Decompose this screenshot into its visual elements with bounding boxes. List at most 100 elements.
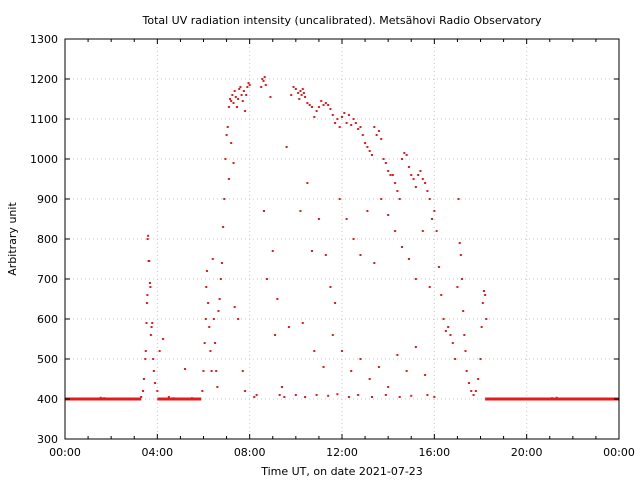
data-point xyxy=(208,326,211,328)
data-point xyxy=(428,286,431,288)
data-point xyxy=(144,350,147,352)
data-point xyxy=(459,254,462,256)
data-point xyxy=(204,318,207,320)
data-point xyxy=(218,298,221,300)
x-tick-label: 16:00 xyxy=(418,446,450,459)
data-point xyxy=(461,278,464,280)
data-point xyxy=(229,98,232,100)
data-point xyxy=(262,80,265,82)
data-point xyxy=(371,396,374,398)
data-point xyxy=(384,394,387,396)
data-point xyxy=(462,310,465,312)
y-tick-label: 300 xyxy=(37,433,58,446)
data-point xyxy=(276,298,279,300)
x-tick-label: 00:00 xyxy=(603,446,635,459)
data-point xyxy=(447,326,450,328)
data-point xyxy=(421,178,424,180)
data-point xyxy=(246,86,249,88)
data-point xyxy=(300,94,303,96)
data-point xyxy=(142,390,145,392)
data-point xyxy=(458,242,461,244)
data-point xyxy=(345,122,348,124)
data-point xyxy=(359,126,362,128)
data-point xyxy=(322,104,325,106)
data-point xyxy=(225,134,228,136)
data-point xyxy=(184,368,187,370)
data-point xyxy=(264,84,267,86)
data-point xyxy=(142,378,145,380)
data-point xyxy=(380,138,383,140)
data-point xyxy=(338,198,341,200)
data-point xyxy=(465,370,468,372)
x-tick-label: 00:00 xyxy=(49,446,81,459)
data-point xyxy=(227,178,230,180)
data-points xyxy=(99,76,558,400)
data-point xyxy=(294,394,297,396)
data-point xyxy=(551,397,554,400)
data-point xyxy=(435,230,438,232)
data-point xyxy=(350,124,353,126)
data-point xyxy=(412,178,415,180)
data-point xyxy=(317,218,320,220)
data-point xyxy=(210,370,213,372)
data-point xyxy=(352,238,355,240)
y-tick-label: 400 xyxy=(37,393,58,406)
data-point xyxy=(359,254,362,256)
data-point xyxy=(470,390,473,392)
data-point xyxy=(398,396,401,398)
data-point xyxy=(479,358,482,360)
data-point xyxy=(414,186,417,188)
data-point xyxy=(417,174,420,176)
data-point xyxy=(357,128,360,130)
data-point xyxy=(482,290,485,292)
data-point xyxy=(396,354,399,356)
data-point xyxy=(387,386,390,388)
data-point xyxy=(217,310,220,312)
data-point xyxy=(338,126,341,128)
data-point xyxy=(410,394,413,397)
data-point xyxy=(263,76,266,78)
data-point xyxy=(474,390,477,392)
data-point xyxy=(220,262,223,264)
data-point xyxy=(401,158,404,160)
data-point xyxy=(310,106,313,108)
data-point xyxy=(373,126,376,128)
data-point xyxy=(317,106,320,108)
y-tick-label: 700 xyxy=(37,273,58,286)
data-point xyxy=(440,294,443,296)
data-point xyxy=(456,286,459,288)
data-point xyxy=(146,294,149,296)
data-point xyxy=(149,286,152,288)
data-point xyxy=(145,302,148,304)
data-point xyxy=(247,82,250,84)
data-point xyxy=(219,278,222,280)
data-point xyxy=(472,394,475,396)
data-point xyxy=(230,142,233,144)
data-point xyxy=(237,318,240,320)
data-point xyxy=(205,270,208,272)
data-point xyxy=(167,396,170,398)
data-point xyxy=(375,134,378,136)
data-point xyxy=(347,114,350,116)
data-point xyxy=(377,130,380,132)
data-point xyxy=(227,106,230,108)
data-point xyxy=(324,102,327,104)
data-point xyxy=(299,90,302,92)
data-point xyxy=(214,342,217,344)
data-point xyxy=(237,98,240,100)
x-tick-label: 20:00 xyxy=(511,446,543,459)
data-point xyxy=(145,322,148,324)
data-point xyxy=(301,322,304,324)
y-tick-label: 900 xyxy=(37,193,58,206)
data-point xyxy=(283,396,286,398)
data-point xyxy=(144,358,147,360)
data-point xyxy=(240,94,243,96)
data-point xyxy=(215,370,218,372)
data-point xyxy=(271,250,274,252)
data-point xyxy=(209,350,212,352)
data-point xyxy=(403,152,406,154)
data-point xyxy=(389,174,392,176)
data-point xyxy=(290,94,293,96)
data-point xyxy=(449,334,452,336)
